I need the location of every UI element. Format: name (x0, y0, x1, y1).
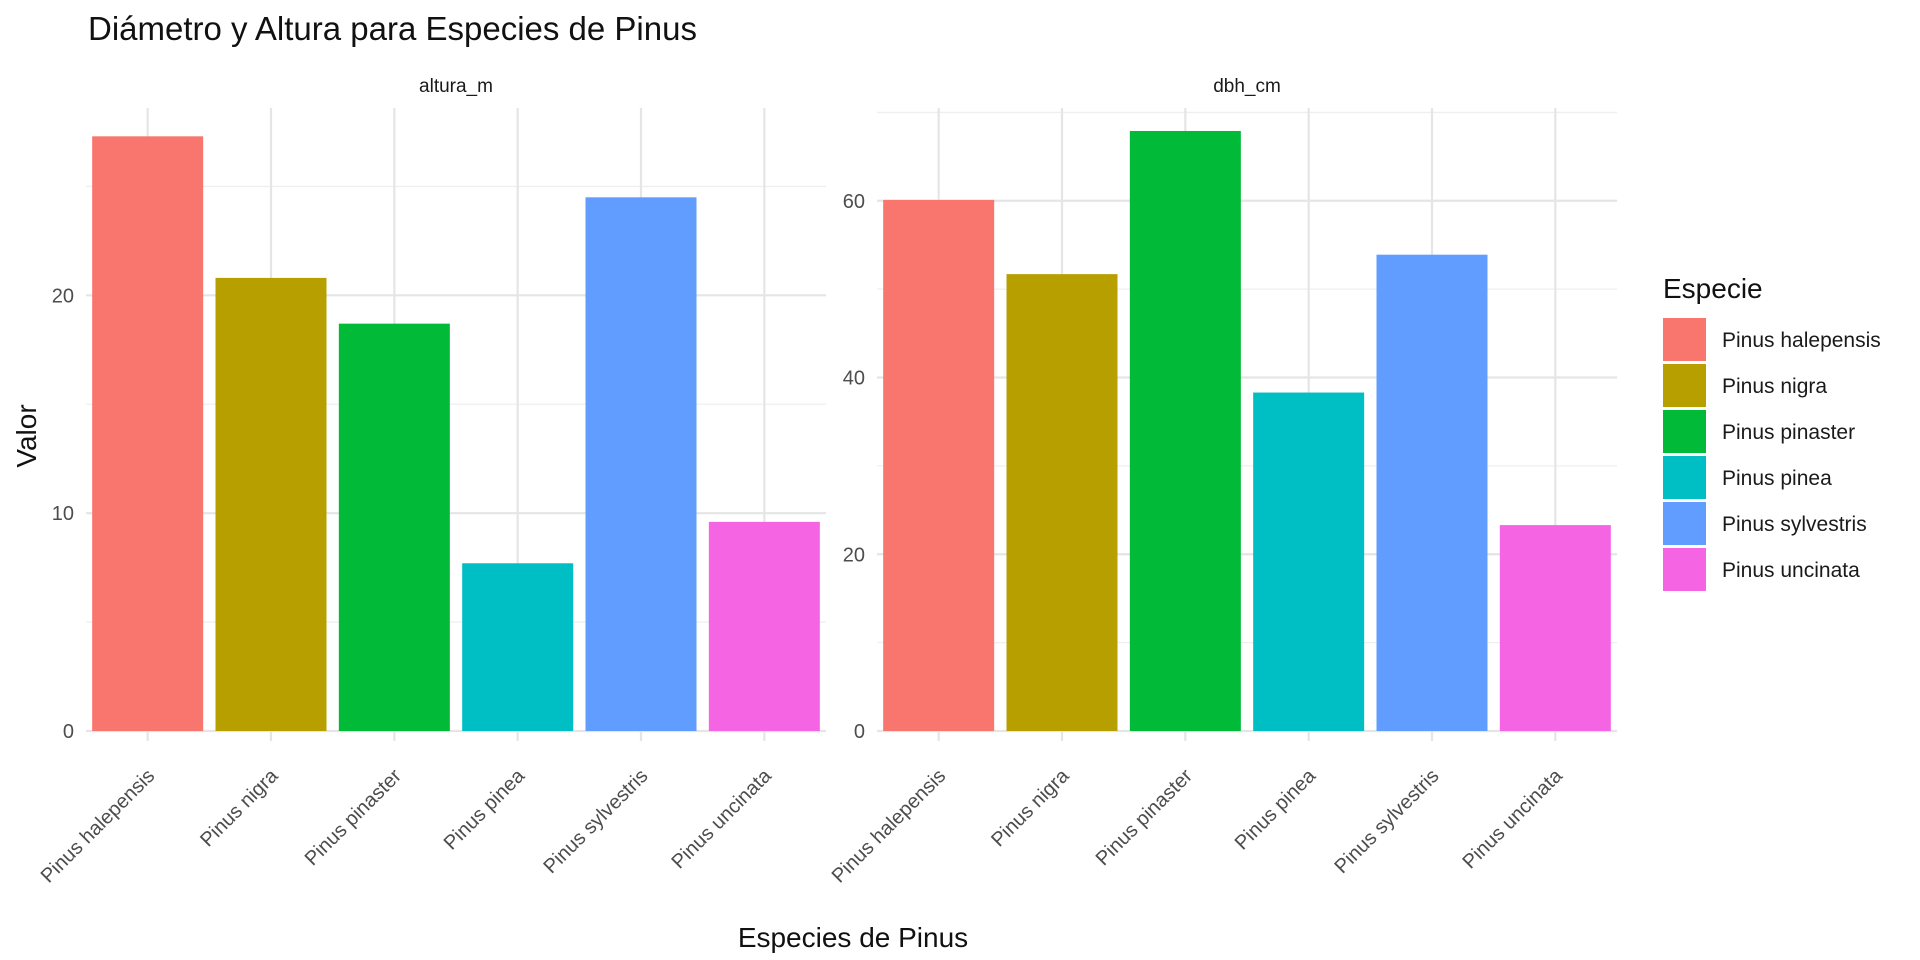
bar (215, 277, 327, 731)
legend-swatch (1663, 410, 1706, 453)
x-tick-label: Pinus pinea (1231, 764, 1321, 854)
x-tick-label: Pinus uncinata (1459, 764, 1568, 873)
facet-altura_m: 0 10 20 altura_m Pinus halepensis Pinus nigra… (37, 76, 826, 887)
facet-strip-label: altura_m (419, 76, 493, 97)
x-tick-label: Pinus sylvestris (540, 765, 653, 878)
legend-swatch (1663, 318, 1706, 361)
bar (92, 136, 204, 731)
legend-label: Pinus halepensis (1722, 329, 1881, 352)
x-tick-label: Pinus halepensis (828, 765, 950, 887)
legend-label: Pinus pinea (1722, 467, 1832, 490)
legend-label: Pinus nigra (1722, 375, 1827, 398)
legend: Especie Pinus halepensis Pinus nigra Pinus… (1663, 273, 1881, 591)
y-tick-label: 0 (63, 721, 74, 743)
x-tick-label: Pinus pinaster (1092, 765, 1197, 870)
x-tick-label: Pinus nigra (987, 764, 1074, 851)
y-tick-label: 0 (854, 721, 865, 743)
bar (1129, 130, 1241, 731)
legend-label: Pinus pinaster (1722, 421, 1855, 444)
legend-label: Pinus sylvestris (1722, 513, 1867, 536)
legend-swatch (1663, 548, 1706, 591)
legend-swatch (1663, 456, 1706, 499)
legend-title: Especie (1663, 273, 1763, 304)
chart-title: Diámetro y Altura para Especies de Pinus (88, 10, 697, 47)
bar (585, 197, 697, 732)
x-tick-label: Pinus nigra (196, 764, 283, 851)
y-tick-label: 20 (52, 285, 74, 307)
bar (1253, 392, 1365, 731)
y-tick-label: 40 (843, 368, 865, 390)
y-tick-label: 20 (843, 544, 865, 566)
facets: 0 10 20 altura_m Pinus halepensis Pinus nigra… (37, 76, 1617, 887)
bar (338, 323, 450, 731)
legend-swatch (1663, 364, 1706, 407)
legend-swatch (1663, 502, 1706, 545)
x-tick-label: Pinus pinea (440, 764, 530, 854)
x-axis-title: Especies de Pinus (738, 922, 968, 953)
y-tick-label: 10 (52, 503, 74, 525)
legend-label: Pinus uncinata (1722, 559, 1860, 582)
facet-dbh_cm: 0 20 40 60 dbh_cm Pinus halepensis Pinus nigra… (828, 76, 1617, 887)
x-tick-label: Pinus halepensis (37, 765, 159, 887)
bar (1499, 525, 1611, 731)
bar (883, 199, 995, 731)
x-tick-label: Pinus sylvestris (1331, 765, 1444, 878)
x-tick-label: Pinus uncinata (668, 764, 777, 873)
bar (708, 521, 820, 731)
x-tick-label: Pinus pinaster (301, 765, 406, 870)
y-tick-label: 60 (843, 191, 865, 213)
bar (1006, 274, 1118, 731)
bar (462, 563, 574, 731)
bar (1376, 254, 1488, 731)
y-axis-title: Valor (11, 404, 42, 467)
facet-strip-label: dbh_cm (1213, 76, 1281, 97)
